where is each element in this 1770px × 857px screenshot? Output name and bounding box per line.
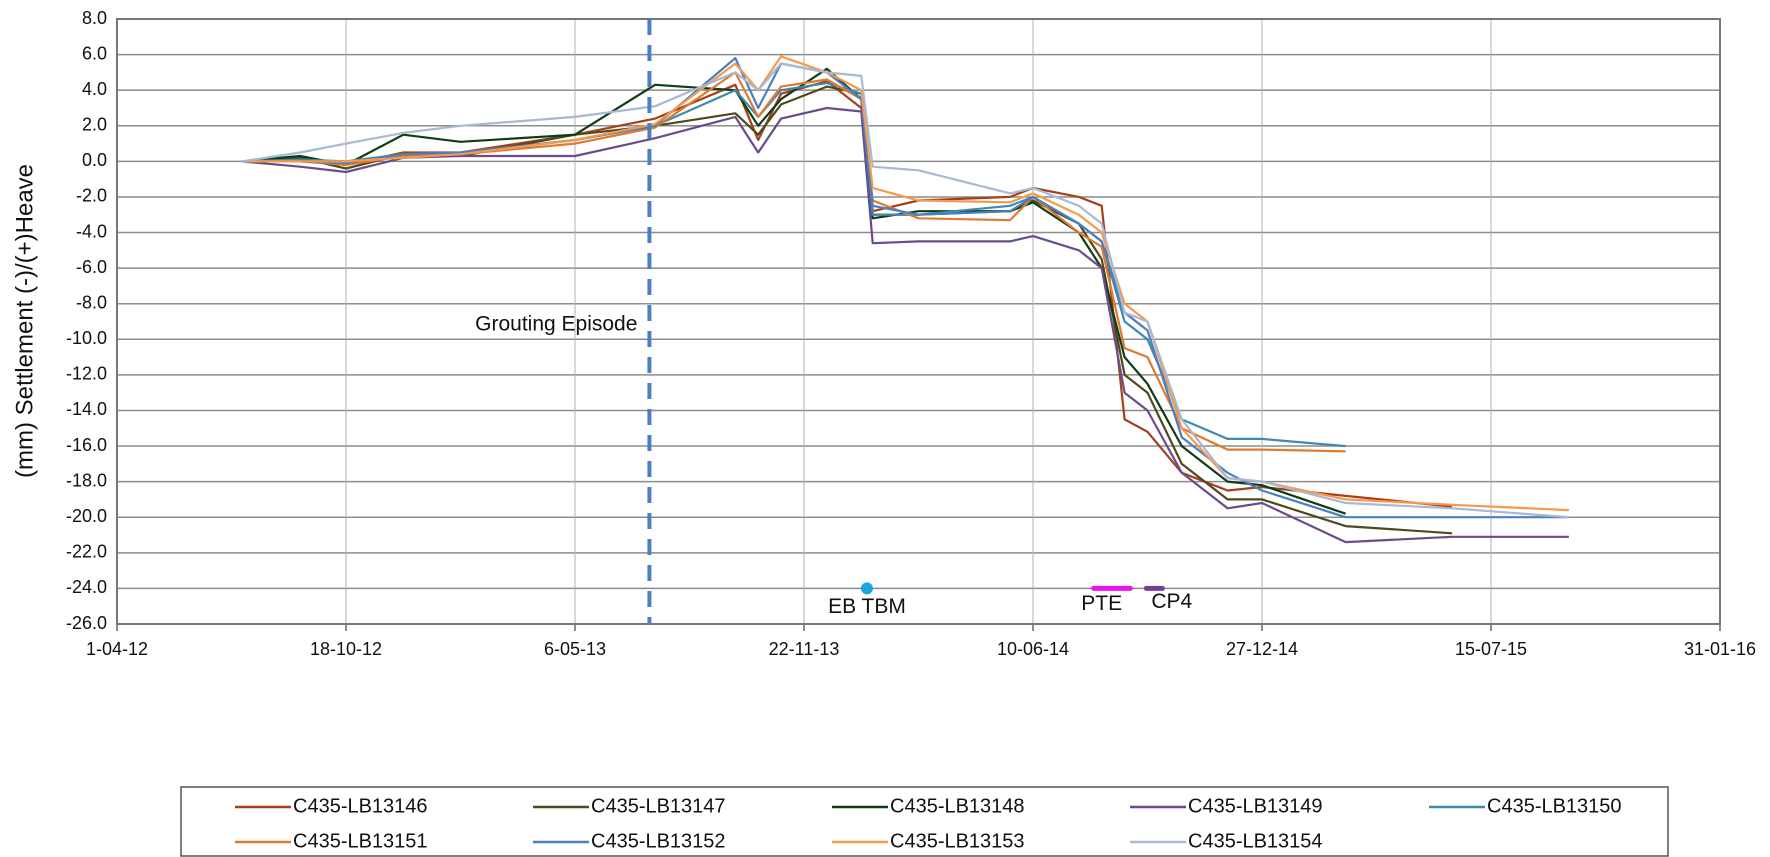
y-tick-label: -10.0 [66,328,107,348]
y-tick-label: -8.0 [76,292,107,312]
y-tick-label: 6.0 [82,43,107,63]
x-tick-label: 22-11-13 [769,639,840,659]
legend-label: C435-LB13146 [293,795,428,817]
annotation-label: EB TBM [828,595,906,618]
series-line [241,71,1346,453]
x-tick-label: 31-01-16 [1684,639,1756,659]
legend-label: C435-LB13152 [591,830,726,852]
annotation-label: Grouting Episode [475,313,637,336]
legend-label: C435-LB13153 [890,830,1025,852]
y-tick-label: -12.0 [66,364,107,384]
y-tick-label: -6.0 [76,257,107,277]
plot-border [116,18,1721,625]
series-line [241,82,1346,448]
x-tick-label: 18-10-12 [310,639,382,659]
series-line [241,62,1569,519]
x-tick-label: 27-12-14 [1226,639,1298,659]
x-tick-label: 1-04-12 [86,639,148,659]
y-tick-label: -16.0 [66,435,107,455]
y-tick-label: 4.0 [82,79,107,99]
legend-label: C435-LB13147 [591,795,726,817]
x-tick-label: 15-07-15 [1455,639,1527,659]
legend-label: C435-LB13154 [1188,830,1323,852]
y-tick-label: -2.0 [76,186,107,206]
annotation-marker [860,582,873,595]
series-line [241,55,1569,512]
x-tick-label: 10-06-14 [997,639,1069,659]
annotation-label: CP4 [1151,590,1192,613]
legend-label: C435-LB13149 [1188,795,1323,817]
y-tick-label: 0.0 [82,150,107,170]
series-line [241,67,1346,515]
y-tick-label: -26.0 [66,613,107,633]
annotation-label: PTE [1081,592,1122,615]
y-tick-label: -4.0 [76,221,107,241]
y-tick-label: 8.0 [82,8,107,28]
series-line [241,80,1453,508]
legend-label: C435-LB13148 [890,795,1025,817]
x-tick-label: 6-05-13 [544,639,606,659]
y-tick-label: -20.0 [66,506,107,526]
legend-label: C435-LB13151 [293,830,428,852]
y-axis-label: (mm) Settlement (-)/(+)Heave [11,164,38,478]
legend-box [180,786,1669,857]
series-line [241,106,1569,544]
y-tick-label: -22.0 [66,542,107,562]
y-tick-label: -14.0 [66,399,107,419]
legend-label: C435-LB13150 [1487,795,1622,817]
series-line [241,57,1569,519]
y-tick-label: -18.0 [66,470,107,490]
y-tick-label: -24.0 [66,577,107,597]
y-tick-label: 2.0 [82,115,107,135]
